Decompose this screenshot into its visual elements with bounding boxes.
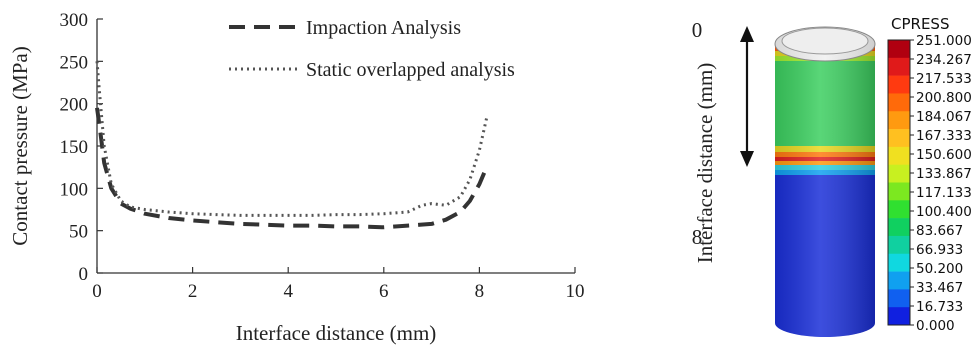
colorbar-level-label: 33.467 [916,280,963,296]
legend-label-impaction: Impaction Analysis [306,17,461,39]
x-tick-label: 4 [283,281,293,302]
colorbar-swatch [888,235,910,255]
colorbar-level-label: 184.067 [916,109,972,125]
series-line-static [95,61,489,217]
colorbar-level-label: 117.133 [916,185,972,201]
colorbar-level-label: 167.333 [916,128,972,144]
y-tick-label: 150 [60,137,89,158]
colorbar-swatch [888,200,910,219]
legend: Impaction Analysis Static overlapped ana… [229,17,515,81]
colorbar-swatch [888,146,910,165]
colorbar-swatch [888,307,910,326]
y-tick-label: 50 [69,222,88,243]
colorbar: 251.000 234.267 217.533 200.800 184.067 167.3… [887,33,972,334]
contour-axis-label: Interface distance (mm) [693,63,717,264]
colorbar-swatch [888,218,910,237]
colorbar-swatch [888,182,910,201]
x-tick-label: 2 [188,281,198,302]
colorbar-swatch [888,93,910,112]
x-ticks: 0 2 4 6 8 10 [92,267,585,302]
contour-tick-8: 8 [692,225,703,249]
y-axis-label: Contact pressure (MPa) [8,46,32,245]
colorbar-level-label: 100.400 [916,204,972,220]
x-tick-label: 8 [475,281,485,302]
colorbar-level-label: 66.933 [916,242,963,258]
double-arrow [740,26,754,167]
series-lines [95,61,489,230]
colorbar-swatch [888,57,910,76]
colorbar-level-label: 234.267 [916,52,972,68]
colorbar-swatch [888,271,910,290]
contact-pressure-chart: 0 50 100 150 200 250 300 0 2 4 6 8 10 Interface dis… [8,10,585,345]
colorbar-title: CPRESS [891,15,949,33]
colorbar-level-label: 200.800 [916,90,972,106]
y-tick-label: 0 [79,264,89,285]
colorbar-swatch [888,111,910,130]
legend-label-static: Static overlapped analysis [306,59,515,81]
colorbar-level-label: 217.533 [916,71,972,87]
colorbar-level-label: 150.600 [916,147,972,163]
x-tick-label: 0 [92,281,102,302]
colorbar-swatch [888,40,910,59]
x-tick-label: 10 [566,281,585,302]
colorbar-level-label: 0.000 [916,318,955,334]
y-tick-label: 250 [60,52,89,73]
series-line-impaction [95,107,489,230]
colorbar-swatch [888,129,910,148]
colorbar-swatch [888,164,910,183]
y-tick-label: 100 [60,179,89,200]
colorbar-swatch [888,253,910,272]
y-ticks: 0 50 100 150 200 250 300 [60,10,103,285]
colorbar-level-label: 83.667 [916,223,963,239]
colorbar-level-label: 251.000 [916,33,972,49]
colorbar-level-label: 133.867 [916,166,972,182]
cpress-contour-plot: Interface distance (mm) 0 8 [692,15,972,337]
colorbar-swatch [888,75,910,94]
contour-tick-0: 0 [692,18,703,42]
cylinder [774,26,876,337]
colorbar-level-label: 16.733 [916,299,963,315]
x-tick-label: 6 [379,281,389,302]
x-axis-label: Interface distance (mm) [236,321,437,345]
colorbar-level-label: 50.200 [916,261,963,277]
y-tick-label: 200 [60,95,89,116]
y-tick-label: 300 [60,10,89,31]
colorbar-swatch [888,289,910,308]
